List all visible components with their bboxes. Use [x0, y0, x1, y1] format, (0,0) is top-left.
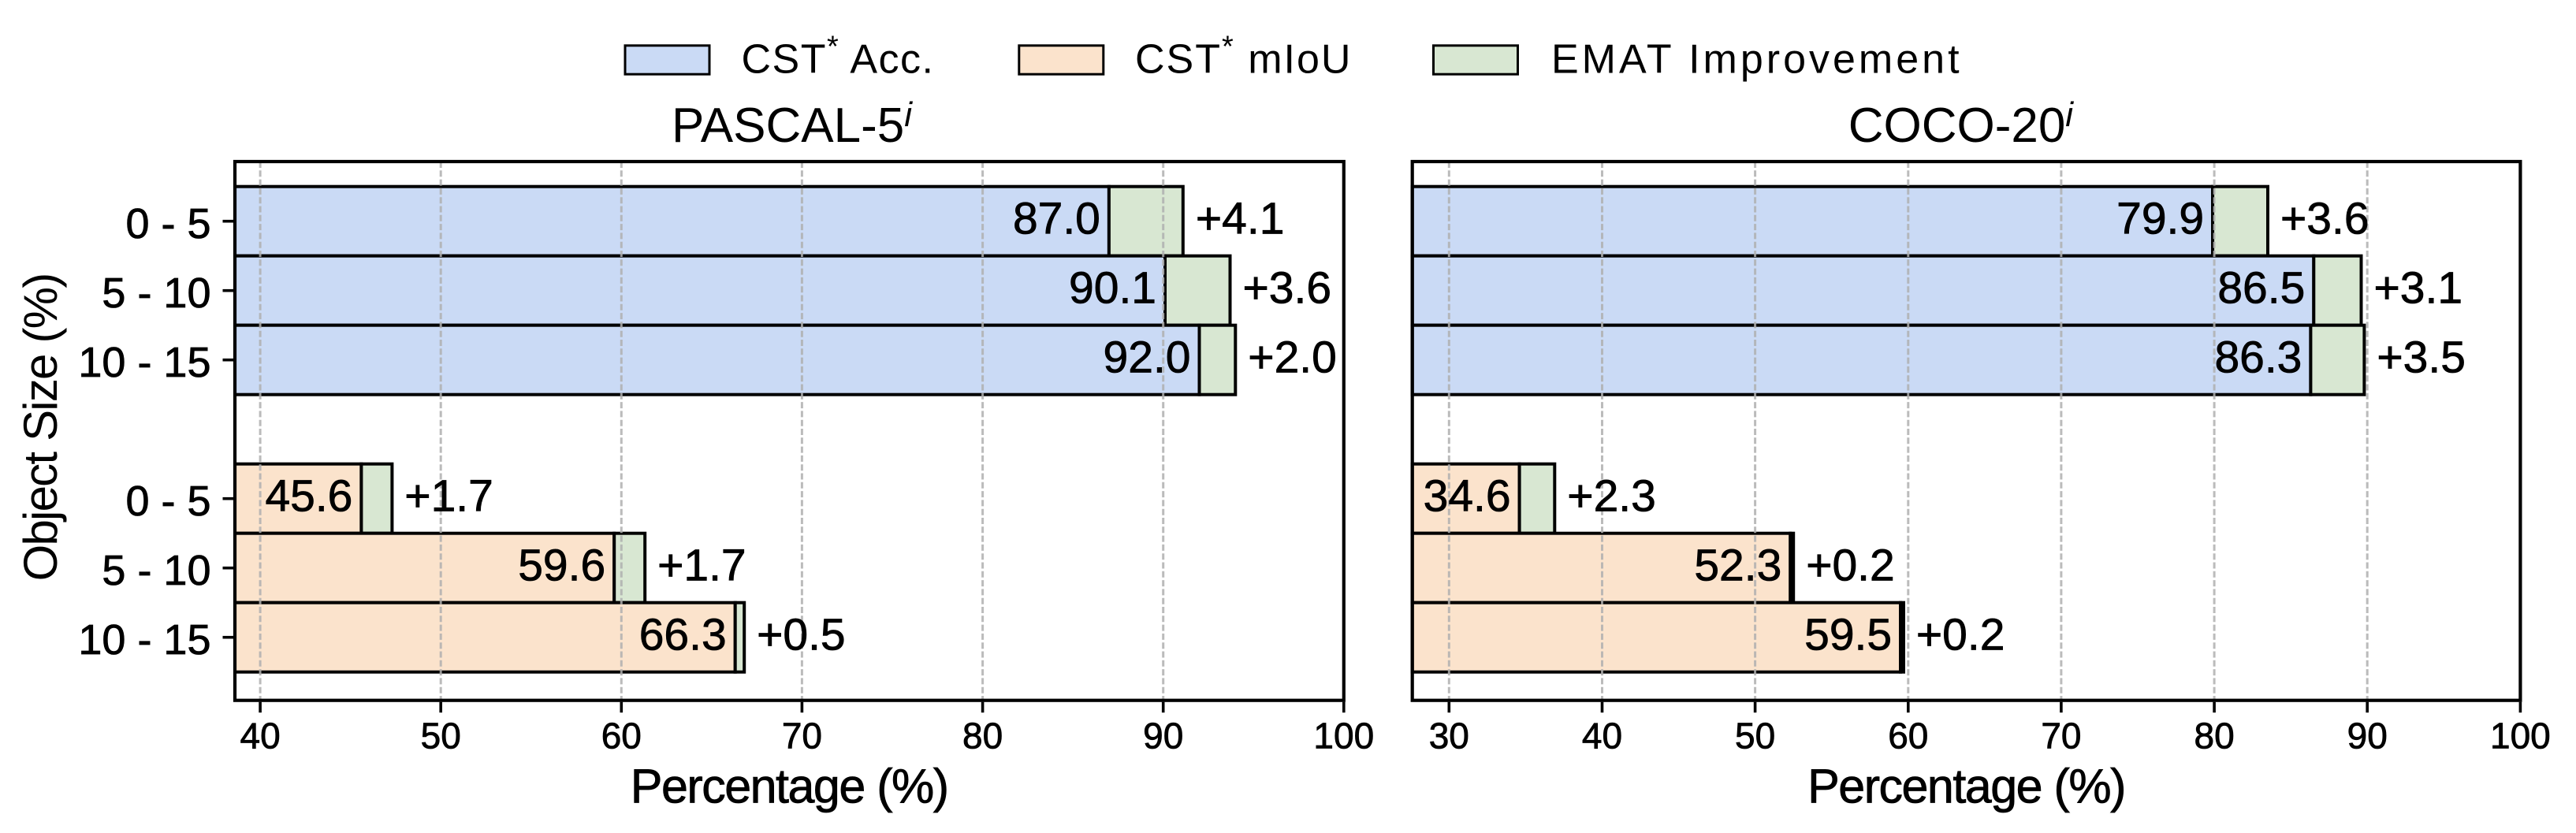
svg-text:5 - 10: 5 - 10: [102, 270, 210, 317]
svg-text:+3.6: +3.6: [1243, 262, 1332, 313]
svg-text:0 - 5: 0 - 5: [125, 478, 210, 525]
svg-text:EMAT Improvement: EMAT Improvement: [1551, 37, 1963, 83]
svg-text:100: 100: [1313, 716, 1374, 757]
svg-text:CST* mIoU: CST* mIoU: [1135, 31, 1352, 83]
svg-text:45.6: 45.6: [265, 470, 352, 521]
svg-text:PASCAL-5i: PASCAL-5i: [672, 95, 913, 153]
svg-text:86.3: 86.3: [2214, 332, 2302, 382]
svg-text:Object Size (%): Object Size (%): [14, 274, 67, 582]
svg-text:Percentage (%): Percentage (%): [631, 759, 948, 813]
svg-text:+0.2: +0.2: [1916, 609, 2005, 660]
svg-text:90: 90: [2347, 716, 2388, 757]
svg-text:50: 50: [421, 716, 461, 757]
svg-text:66.3: 66.3: [639, 609, 727, 660]
svg-text:59.5: 59.5: [1804, 609, 1892, 660]
svg-text:0 - 5: 0 - 5: [125, 200, 210, 247]
svg-text:40: 40: [1582, 716, 1622, 757]
svg-text:100: 100: [2490, 716, 2551, 757]
svg-text:5 - 10: 5 - 10: [102, 547, 210, 594]
svg-text:87.0: 87.0: [1013, 193, 1100, 244]
svg-text:80: 80: [962, 716, 1003, 757]
svg-text:+3.1: +3.1: [2374, 262, 2463, 313]
svg-text:90: 90: [1143, 716, 1183, 757]
svg-text:30: 30: [1429, 716, 1469, 757]
svg-text:+3.5: +3.5: [2377, 332, 2466, 382]
svg-text:34.6: 34.6: [1424, 470, 1511, 521]
svg-text:+0.5: +0.5: [757, 609, 846, 660]
svg-text:52.3: 52.3: [1694, 540, 1781, 590]
svg-text:+1.7: +1.7: [404, 470, 493, 521]
svg-text:+4.1: +4.1: [1196, 193, 1285, 244]
svg-text:70: 70: [782, 716, 822, 757]
svg-text:+1.7: +1.7: [657, 540, 746, 590]
svg-text:79.9: 79.9: [2116, 193, 2204, 244]
svg-text:Percentage (%): Percentage (%): [1807, 759, 2125, 813]
svg-text:+2.0: +2.0: [1248, 332, 1337, 382]
svg-text:+3.6: +3.6: [2280, 193, 2369, 244]
svg-text:10 - 15: 10 - 15: [78, 339, 210, 386]
svg-text:COCO-20i: COCO-20i: [1848, 95, 2075, 153]
svg-text:10 - 15: 10 - 15: [78, 616, 210, 664]
svg-text:70: 70: [2041, 716, 2081, 757]
svg-text:+0.2: +0.2: [1806, 540, 1895, 590]
svg-text:60: 60: [601, 716, 642, 757]
svg-text:90.1: 90.1: [1069, 262, 1156, 313]
svg-text:+2.3: +2.3: [1567, 470, 1656, 521]
svg-text:92.0: 92.0: [1104, 332, 1191, 382]
svg-text:59.6: 59.6: [518, 540, 605, 590]
svg-text:86.5: 86.5: [2217, 262, 2305, 313]
svg-text:50: 50: [1735, 716, 1775, 757]
svg-text:40: 40: [240, 716, 281, 757]
svg-text:60: 60: [1888, 716, 1928, 757]
svg-text:80: 80: [2194, 716, 2235, 757]
